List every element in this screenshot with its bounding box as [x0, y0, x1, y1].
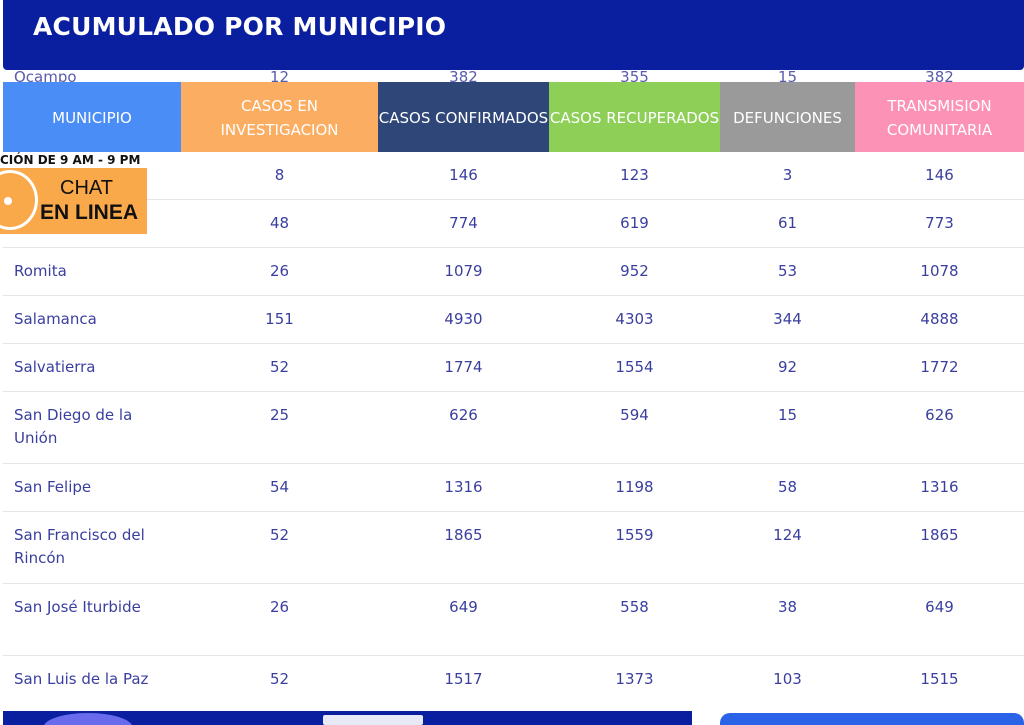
chat-button[interactable]: CHAT EN LINEA: [0, 168, 147, 234]
cell-defunciones: 61: [777, 214, 798, 232]
cell-confirmados: 1865: [444, 526, 483, 544]
cell-confirmados: 1774: [444, 358, 483, 376]
cell-recuperados: 558: [620, 598, 649, 616]
cell-investigacion: 12: [269, 68, 290, 86]
chat-bubble-icon: [0, 170, 38, 230]
cell-investigacion: 26: [269, 262, 290, 280]
chat-hours: CIÓN DE 9 AM - 9 PM: [0, 153, 141, 167]
cell-municipio: San Felipe: [14, 478, 92, 496]
cell-municipio: Ocampo: [14, 68, 77, 86]
cell-defunciones: 38: [777, 598, 798, 616]
cell-defunciones: 58: [777, 478, 798, 496]
cell-transmision: 1078: [920, 262, 959, 280]
cell-confirmados: 649: [449, 598, 478, 616]
header-casos-recuperados[interactable]: CASOS RECUPERADOS: [549, 82, 720, 152]
cell-municipio: San José Iturbide: [14, 598, 141, 616]
cell-transmision: 649: [925, 598, 954, 616]
cell-recuperados: 123: [620, 166, 649, 184]
cell-investigacion: 48: [269, 214, 290, 232]
cell-recuperados: 619: [620, 214, 649, 232]
cell-defunciones: 3: [782, 166, 793, 184]
table-row: Salvatierra 52 1774 1554 92 1772: [3, 344, 1024, 392]
cell-investigacion: 151: [265, 310, 294, 328]
cell-investigacion: 8: [274, 166, 285, 184]
cell-confirmados: 626: [449, 406, 478, 424]
cell-municipio: Salvatierra: [14, 358, 96, 376]
cell-confirmados: 774: [449, 214, 478, 232]
cell-recuperados: 1554: [615, 358, 654, 376]
table-header: MUNICIPIO CASOS EN INVESTIGACION CASOS C…: [3, 82, 1024, 152]
cell-municipio: Salamanca: [14, 310, 97, 328]
cell-transmision: 1772: [920, 358, 959, 376]
table-row: San Felipe 54 1316 1198 58 1316: [3, 464, 1024, 512]
cell-transmision: 1316: [920, 478, 959, 496]
cell-municipio: Romita: [14, 262, 67, 280]
bottom-banner: [3, 711, 692, 725]
cell-defunciones: 53: [777, 262, 798, 280]
cell-transmision: 4888: [920, 310, 959, 328]
cell-defunciones: 103: [773, 670, 802, 688]
cell-transmision: 382: [925, 68, 954, 86]
cell-defunciones: 92: [777, 358, 798, 376]
cell-confirmados: 382: [449, 68, 478, 86]
table-row: 8 146 123 3 146: [3, 152, 1024, 200]
cell-confirmados: 146: [449, 166, 478, 184]
cell-recuperados: 594: [620, 406, 649, 424]
cell-investigacion: 26: [269, 598, 290, 616]
cell-defunciones: 344: [773, 310, 802, 328]
municipality-table-panel: Ocampo1238235515382Pénj ACUMULADO POR MU…: [3, 0, 1024, 698]
header-casos-confirmados[interactable]: CASOS CONFIRMADOS: [378, 82, 549, 152]
cell-recuperados: 355: [620, 68, 649, 86]
cell-transmision: 1515: [920, 670, 959, 688]
chat-label-line2: EN LINEA: [40, 201, 139, 224]
banner-glow: [43, 713, 133, 725]
cell-municipio: San Francisco del Rincón: [14, 526, 145, 567]
header-municipio[interactable]: MUNICIPIO: [3, 82, 181, 152]
table-row: San Luis de la Paz 52 1517 1373 103 1515: [3, 656, 1024, 698]
cell-transmision: 773: [925, 214, 954, 232]
header-casos-investigacion[interactable]: CASOS EN INVESTIGACION: [181, 82, 378, 152]
header-transmision-comunitaria[interactable]: TRANSMISION COMUNITARIA: [855, 82, 1024, 152]
header-defunciones[interactable]: DEFUNCIONES: [720, 82, 855, 152]
banner-text-fragment: [323, 715, 423, 725]
cell-municipio: San Luis de la Paz: [14, 670, 149, 688]
table-row: n4877461961773: [3, 200, 1024, 248]
cell-confirmados: 1079: [444, 262, 483, 280]
page-title: ACUMULADO POR MUNICIPIO: [33, 12, 447, 41]
cell-investigacion: 52: [269, 670, 290, 688]
cell-investigacion: 52: [269, 358, 290, 376]
bottom-card: [720, 713, 1024, 725]
cell-defunciones: 15: [777, 406, 798, 424]
cell-recuperados: 1373: [615, 670, 654, 688]
cell-confirmados: 1316: [444, 478, 483, 496]
table-row: San Diego de la Unión 25 626 594 15 626: [3, 392, 1024, 464]
cell-confirmados: 4930: [444, 310, 483, 328]
table-row: San José Iturbide 26 649 558 38 649: [3, 584, 1024, 656]
title-bar: ACUMULADO POR MUNICIPIO: [3, 0, 1024, 70]
cell-defunciones: 124: [773, 526, 802, 544]
cell-recuperados: 952: [620, 262, 649, 280]
cell-municipio: San Diego de la Unión: [14, 406, 133, 447]
cell-transmision: 146: [925, 166, 954, 184]
table-row: Romita 26 1079 952 53 1078: [3, 248, 1024, 296]
table-row: San Francisco del Rincón 52 1865 1559 124 186…: [3, 512, 1024, 584]
cell-recuperados: 1559: [615, 526, 654, 544]
chat-label-line1: CHAT: [60, 177, 113, 199]
cell-investigacion: 52: [269, 526, 290, 544]
table-row: Salamanca 151 4930 4303 344 4888: [3, 296, 1024, 344]
cell-confirmados: 1517: [444, 670, 483, 688]
cell-defunciones: 15: [777, 68, 798, 86]
cell-investigacion: 54: [269, 478, 290, 496]
cell-transmision: 626: [925, 406, 954, 424]
cell-recuperados: 4303: [615, 310, 654, 328]
table-body: 81461233146n4877461961773Romita261079952…: [3, 152, 1024, 698]
cell-investigacion: 25: [269, 406, 290, 424]
cell-recuperados: 1198: [615, 478, 654, 496]
cell-transmision: 1865: [920, 526, 959, 544]
